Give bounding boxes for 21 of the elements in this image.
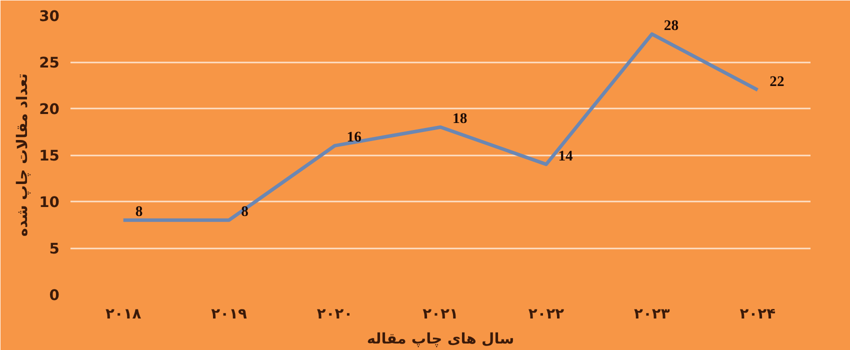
x-tick-label: ۲۰۲۲ bbox=[528, 306, 564, 322]
x-tick-label: ۲۰۱۹ bbox=[211, 306, 248, 322]
x-tick-label: ۲۰۱۸ bbox=[105, 306, 142, 322]
y-tick-label: 10 bbox=[39, 194, 60, 211]
y-tick-label: 25 bbox=[39, 54, 60, 72]
x-axis-title: سال های چاپ مقاله bbox=[366, 330, 514, 348]
data-label: 28 bbox=[664, 18, 679, 34]
y-tick-label: 0 bbox=[49, 287, 60, 304]
data-label: 22 bbox=[770, 74, 784, 90]
y-tick-label: 15 bbox=[39, 148, 60, 164]
x-tick-label: ۲۰۲۰ bbox=[316, 306, 353, 322]
y-tick-label: 20 bbox=[39, 101, 60, 118]
x-tick-label: ۲۰۲۳ bbox=[634, 306, 670, 322]
data-label: 8 bbox=[135, 204, 143, 220]
y-tick-label: 5 bbox=[49, 240, 60, 258]
y-tick-label: 30 bbox=[39, 8, 60, 25]
data-label: 18 bbox=[452, 111, 468, 128]
y-axis-title: تعداد مقالات چاپ شده bbox=[14, 73, 32, 237]
x-tick-label: ۲۰۲۱ bbox=[422, 306, 458, 322]
x-tick-label: ۲۰۲۴ bbox=[740, 306, 776, 322]
line-series bbox=[122, 32, 760, 222]
